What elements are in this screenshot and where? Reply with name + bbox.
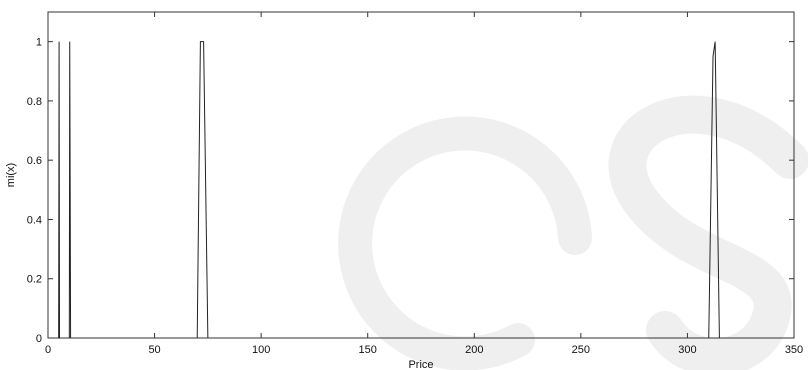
y-tick-label: 0.6 — [27, 155, 42, 167]
x-axis-label: Price — [408, 359, 433, 370]
x-tick-label: 150 — [359, 344, 377, 356]
x-tick-label: 250 — [572, 344, 590, 356]
x-tick-label: 100 — [252, 344, 270, 356]
x-axis-ticks: 0 50 100 150 200 250 300 350 — [45, 12, 803, 356]
x-tick-label: 200 — [465, 344, 483, 356]
x-tick-label: 350 — [785, 344, 803, 356]
series-line-2 — [68, 41, 72, 339]
watermark-logo — [338, 95, 808, 370]
x-tick-label: 0 — [45, 344, 51, 356]
y-axis-label: mi(x) — [5, 163, 17, 187]
series-layer — [58, 41, 720, 339]
y-tick-label: 0.8 — [27, 96, 42, 108]
plot-area — [47, 11, 795, 339]
series-line-3 — [196, 41, 209, 339]
series-line-4 — [708, 41, 720, 339]
y-tick-label: 1 — [36, 37, 42, 49]
x-tick-label: 300 — [678, 344, 696, 356]
y-tick-label: 0.2 — [27, 274, 42, 286]
y-tick-label: 0 — [36, 333, 42, 345]
x-tick-label: 50 — [148, 344, 160, 356]
y-tick-label: 0.4 — [27, 214, 42, 226]
series-line-1 — [58, 41, 61, 339]
y-axis-ticks: 0 0.2 0.4 0.6 0.8 1 — [27, 37, 794, 345]
